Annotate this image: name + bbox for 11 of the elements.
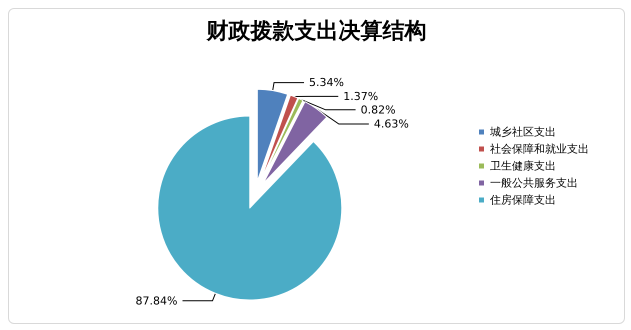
- legend-label: 一般公共服务支出: [490, 176, 578, 190]
- chart-title: 财政拨款支出决算结构: [206, 18, 426, 44]
- legend-label: 城乡社区支出: [489, 126, 556, 138]
- data-label: 1.37%: [343, 90, 378, 103]
- data-label: 0.82%: [360, 103, 396, 116]
- data-label: 5.34%: [309, 76, 344, 90]
- data-label: 87.84%: [136, 294, 178, 308]
- legend-label: 社会保障和就业支出: [490, 142, 589, 156]
- legend-label: 卫生健康支出: [490, 160, 556, 172]
- legend-label: 住房保障支出: [490, 194, 556, 206]
- data-label: 4.63%: [374, 118, 409, 130]
